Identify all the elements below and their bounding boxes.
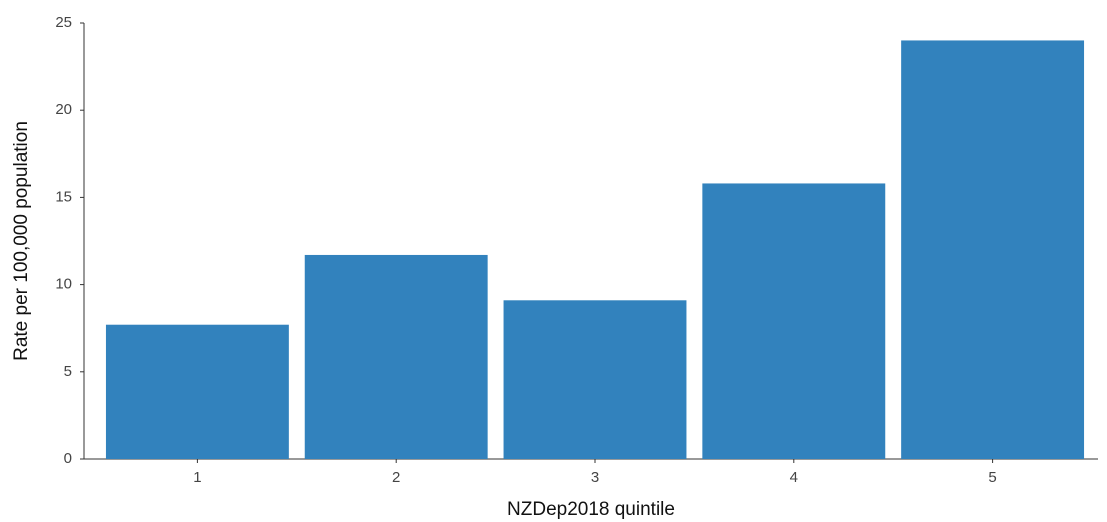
x-tick-label: 3 — [591, 469, 599, 486]
bar — [105, 324, 289, 459]
x-tick-label: 2 — [392, 469, 400, 486]
y-tick-label: 15 — [55, 188, 72, 205]
y-tick-label: 25 — [55, 14, 72, 31]
x-tick-label: 1 — [193, 469, 201, 486]
bar — [702, 183, 886, 459]
x-tick-label: 4 — [790, 469, 798, 486]
y-tick-label: 5 — [64, 363, 72, 380]
y-axis-title: Rate per 100,000 population — [11, 121, 32, 361]
bar — [901, 40, 1085, 459]
x-axis-title: NZDep2018 quintile — [507, 499, 675, 520]
y-tick-label: 0 — [64, 450, 72, 467]
y-tick-label: 20 — [55, 101, 72, 118]
y-tick-label: 10 — [55, 276, 72, 293]
x-tick-label: 5 — [988, 469, 996, 486]
bar — [304, 254, 488, 459]
bar — [503, 300, 687, 459]
